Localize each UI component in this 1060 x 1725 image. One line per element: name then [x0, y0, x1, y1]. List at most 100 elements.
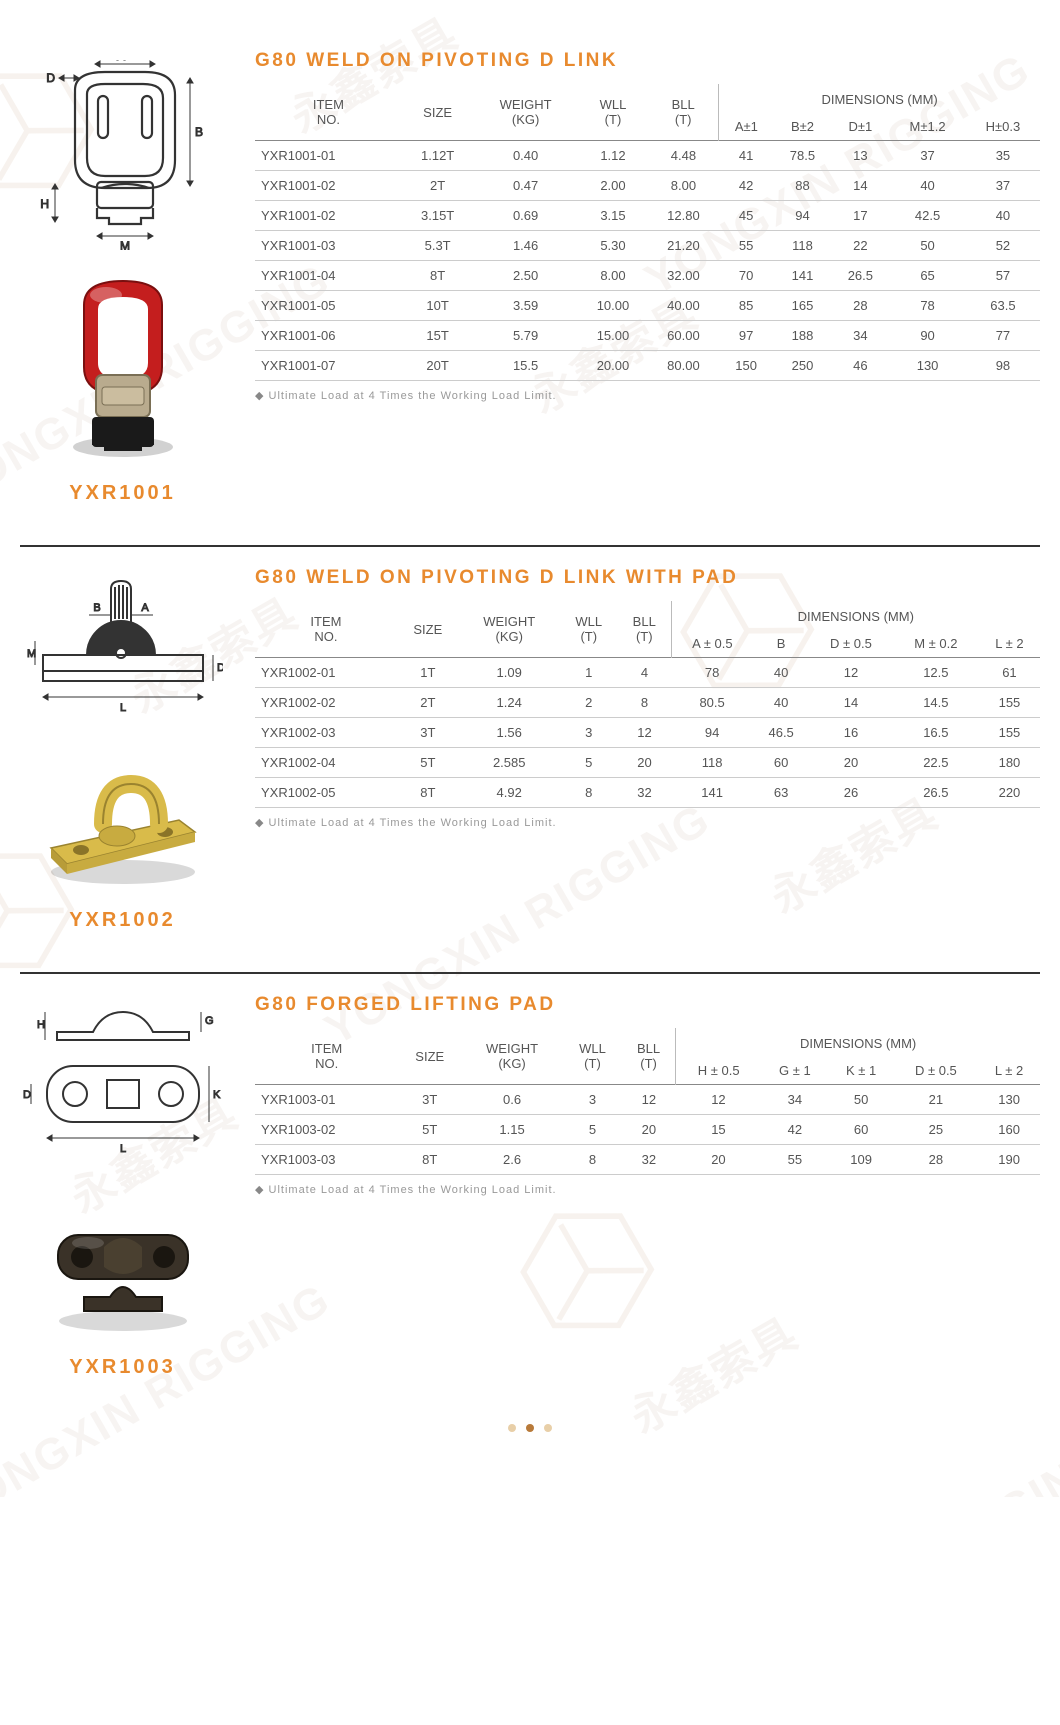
th-dim: M ± 0.2 — [893, 630, 979, 658]
table-cell: 141 — [774, 261, 832, 291]
table-cell: 5T — [398, 1115, 461, 1145]
table-cell: 12 — [809, 658, 893, 688]
th-bll: BLL(T) — [622, 1028, 676, 1085]
table-cell: 60 — [753, 748, 809, 778]
table-cell: 60 — [829, 1115, 894, 1145]
table-cell: 4.48 — [648, 141, 718, 171]
table-cell: 3T — [397, 718, 459, 748]
table-cell: 14 — [831, 171, 889, 201]
table-cell: 61 — [979, 658, 1040, 688]
table-cell: YXR1001-02 — [255, 171, 402, 201]
table-cell: 2.00 — [578, 171, 648, 201]
table-cell: 3.15T — [402, 201, 474, 231]
table-cell: 37 — [966, 171, 1040, 201]
table-cell: 10.00 — [578, 291, 648, 321]
product-code: YXR1001 — [20, 482, 225, 505]
table-cell: 2T — [402, 171, 474, 201]
table-cell: 40 — [966, 201, 1040, 231]
th-size: SIZE — [397, 601, 459, 658]
th-dimensions: DIMENSIONS (MM) — [671, 601, 1040, 630]
table-cell: 40 — [753, 658, 809, 688]
table-cell: 1.15 — [461, 1115, 563, 1145]
th-bll: BLL(T) — [618, 601, 671, 658]
pager-dot[interactable] — [508, 1424, 516, 1432]
table-cell: 42.5 — [889, 201, 966, 231]
table-cell: 35 — [966, 141, 1040, 171]
table-cell: 1T — [397, 658, 459, 688]
table-cell: 8 — [563, 1145, 622, 1175]
pager — [20, 1399, 1040, 1457]
table-cell: 188 — [774, 321, 832, 351]
section-yxr1001: A D B H M — [20, 30, 1040, 525]
pager-dot[interactable] — [544, 1424, 552, 1432]
th-item: ITEMNO. — [255, 601, 397, 658]
table-cell: 65 — [889, 261, 966, 291]
table-cell: 94 — [774, 201, 832, 231]
table-cell: YXR1001-07 — [255, 351, 402, 381]
photo-yxr1003 — [20, 1199, 225, 1344]
th-wll: WLL(T) — [560, 601, 618, 658]
table-cell: 5.3T — [402, 231, 474, 261]
table-cell: 3.59 — [473, 291, 577, 321]
table-cell: 3 — [563, 1085, 622, 1115]
table-cell: 16.5 — [893, 718, 979, 748]
table-cell: YXR1002-05 — [255, 778, 397, 808]
svg-text:L: L — [119, 1143, 125, 1155]
th-weight: WEIGHT(KG) — [459, 601, 560, 658]
table-cell: 50 — [889, 231, 966, 261]
photo-yxr1002 — [20, 752, 225, 897]
th-weight: WEIGHT(KG) — [473, 84, 577, 141]
table-cell: 40.00 — [648, 291, 718, 321]
table-cell: 52 — [966, 231, 1040, 261]
table-cell: 8T — [397, 778, 459, 808]
table-cell: 16 — [809, 718, 893, 748]
table-row: YXR1001-023.15T0.693.1512.8045941742.540 — [255, 201, 1040, 231]
svg-text:G: G — [205, 1015, 214, 1027]
table-row: YXR1001-048T2.508.0032.007014126.56557 — [255, 261, 1040, 291]
table-cell: 180 — [979, 748, 1040, 778]
table-cell: YXR1002-02 — [255, 688, 397, 718]
pager-dot[interactable] — [526, 1424, 534, 1432]
table-cell: 14 — [809, 688, 893, 718]
table-cell: 50 — [829, 1085, 894, 1115]
table-cell: 15T — [402, 321, 474, 351]
table-cell: 12.5 — [893, 658, 979, 688]
table-cell: 40 — [753, 688, 809, 718]
svg-text:B: B — [195, 125, 203, 139]
th-weight: WEIGHT(KG) — [461, 1028, 563, 1085]
th-dim: D ± 0.5 — [894, 1057, 979, 1085]
svg-text:A: A — [117, 60, 125, 63]
svg-text:H: H — [40, 197, 49, 211]
table-cell: 8 — [618, 688, 671, 718]
table-cell: 20 — [618, 748, 671, 778]
table-cell: YXR1003-02 — [255, 1115, 398, 1145]
table-cell: 1.09 — [459, 658, 560, 688]
table-body: YXR1003-013T0.631212345021130YXR1003-025… — [255, 1085, 1040, 1175]
table-cell: 78.5 — [774, 141, 832, 171]
table-cell: YXR1001-04 — [255, 261, 402, 291]
svg-text:B: B — [93, 602, 100, 614]
table-cell: 1.12 — [578, 141, 648, 171]
table-cell: 80.00 — [648, 351, 718, 381]
table-cell: 15.5 — [473, 351, 577, 381]
table-cell: 34 — [761, 1085, 828, 1115]
table-cell: 1.12T — [402, 141, 474, 171]
th-dim: L ± 2 — [979, 630, 1040, 658]
table-cell: 80.5 — [671, 688, 753, 718]
table-cell: 20.00 — [578, 351, 648, 381]
th-dim: H ± 0.5 — [676, 1057, 761, 1085]
table-cell: YXR1003-01 — [255, 1085, 398, 1115]
table-body: YXR1001-011.12T0.401.124.484178.5133735Y… — [255, 141, 1040, 381]
table-cell: 32.00 — [648, 261, 718, 291]
table-cell: 28 — [831, 291, 889, 321]
table-cell: 34 — [831, 321, 889, 351]
table-cell: YXR1001-02 — [255, 201, 402, 231]
table-cell: 41 — [719, 141, 774, 171]
table-cell: 77 — [966, 321, 1040, 351]
table-cell: 118 — [671, 748, 753, 778]
table-cell: 8 — [560, 778, 618, 808]
th-size: SIZE — [398, 1028, 461, 1085]
table-cell: YXR1003-03 — [255, 1145, 398, 1175]
catalog-page: A D B H M — [0, 0, 1060, 1497]
table-cell: 10T — [402, 291, 474, 321]
